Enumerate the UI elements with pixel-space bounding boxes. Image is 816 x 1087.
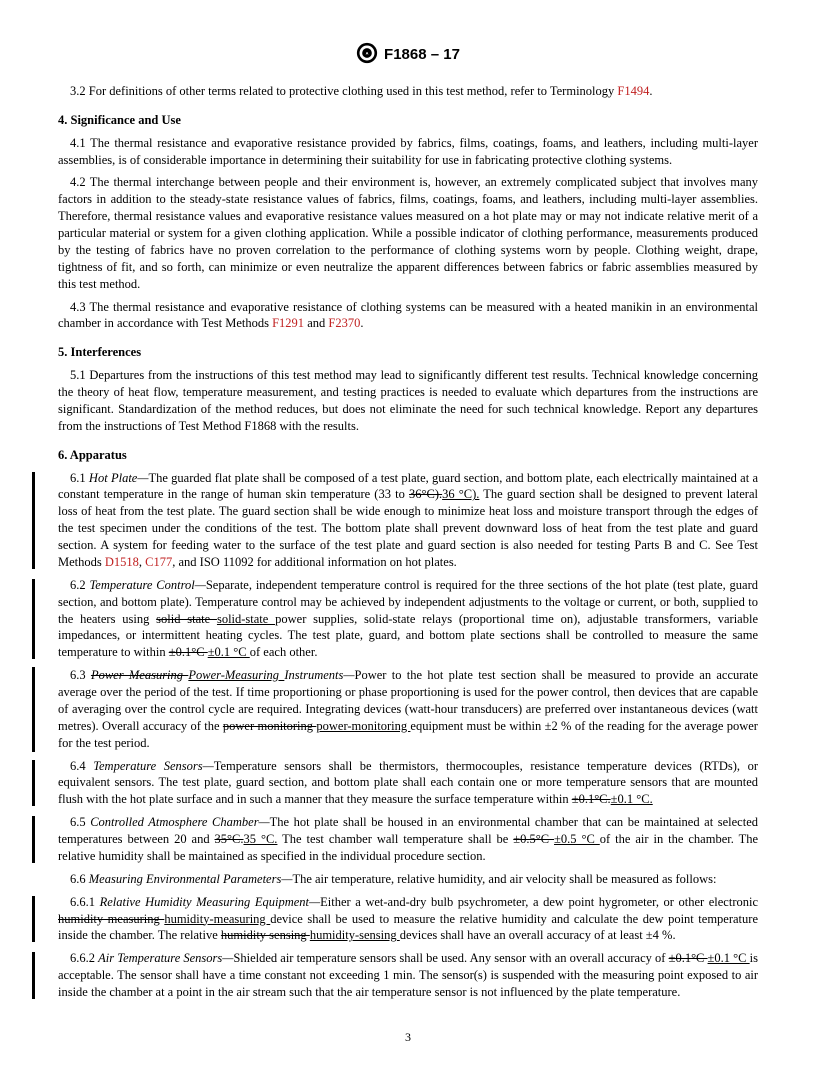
text: and [304, 316, 328, 330]
text: The test chamber wall temperature shall … [277, 832, 513, 846]
text: 6.3 [70, 668, 91, 682]
text: 3.2 For definitions of other terms relat… [70, 84, 617, 98]
text: 6.4 [70, 759, 93, 773]
para-6-6-2: 6.6.2 Air Temperature Sensors—Shielded a… [58, 950, 758, 1001]
text: . [360, 316, 363, 330]
inserted-text: ±0.1 °C. [611, 792, 653, 806]
deleted-text: solid state [156, 612, 217, 626]
standard-number: F1868 – 17 [384, 45, 460, 65]
ref-c177: C177 [145, 555, 172, 569]
text: 6.6.2 [70, 951, 98, 965]
deleted-text: power monitoring [223, 719, 316, 733]
text: . [649, 84, 652, 98]
deleted-text: humidity measuring [58, 912, 164, 926]
term: Measuring Environmental Parameters— [89, 872, 293, 886]
text: devices shall have an overall accuracy o… [400, 928, 676, 942]
para-3-2: 3.2 For definitions of other terms relat… [58, 83, 758, 100]
para-5-1: 5.1 Departures from the instructions of … [58, 367, 758, 435]
para-6-3: 6.3 Power Measuring Power-Measuring Inst… [58, 667, 758, 751]
deleted-text: ±0.1°C. [572, 792, 611, 806]
heading-6: 6. Apparatus [58, 447, 758, 464]
para-6-2: 6.2 Temperature Control—Separate, indepe… [58, 577, 758, 661]
page-header: A F1868 – 17 [58, 42, 758, 69]
deleted-text: 35°C. [215, 832, 244, 846]
inserted-text: ±0.1 °C [208, 645, 250, 659]
term: Relative Humidity Measuring Equipment— [100, 895, 321, 909]
ref-d1518: D1518 [105, 555, 139, 569]
svg-text:A: A [366, 50, 369, 55]
term: Hot Plate— [89, 471, 149, 485]
text: 6.5 [70, 815, 90, 829]
inserted-text: 35 °C. [244, 832, 278, 846]
text: of each other. [250, 645, 318, 659]
inserted-text: ±0.1 °C [708, 951, 750, 965]
para-4-1: 4.1 The thermal resistance and evaporati… [58, 135, 758, 169]
inserted-text: 36 °C). [442, 487, 479, 501]
inserted-text: ±0.5 °C [554, 832, 600, 846]
heading-5: 5. Interferences [58, 344, 758, 361]
term: Air Temperature Sensors— [98, 951, 233, 965]
para-6-6: 6.6 Measuring Environmental Parameters—T… [58, 871, 758, 888]
text: 4.3 The thermal resistance and evaporati… [58, 300, 758, 331]
heading-4: 4. Significance and Use [58, 112, 758, 129]
ref-f2370: F2370 [328, 316, 360, 330]
deleted-text: humidity sensing [221, 928, 310, 942]
para-4-2: 4.2 The thermal interchange between peop… [58, 174, 758, 292]
text: Either a wet-and-dry bulb psychrometer, … [320, 895, 758, 909]
text: , and ISO 11092 for additional informati… [172, 555, 457, 569]
para-6-4: 6.4 Temperature Sensors—Temperature sens… [58, 758, 758, 809]
inserted-text: power-monitoring [316, 719, 410, 733]
text: The air temperature, relative humidity, … [292, 872, 716, 886]
astm-logo-icon: A [356, 42, 378, 69]
term: Temperature Control— [89, 578, 205, 592]
para-6-1: 6.1 Hot Plate—The guarded flat plate sha… [58, 470, 758, 571]
inserted-text: humidity-measuring [164, 912, 270, 926]
deleted-text: ±0.1°C [669, 951, 708, 965]
term: Instruments— [284, 668, 354, 682]
text: Shielded air temperature sensors shall b… [233, 951, 668, 965]
text: 6.6.1 [70, 895, 100, 909]
deleted-text: ±0.5°C [513, 832, 554, 846]
ref-f1494: F1494 [617, 84, 649, 98]
deleted-text: ±0.1°C [169, 645, 208, 659]
text: 6.1 [70, 471, 89, 485]
para-6-5: 6.5 Controlled Atmosphere Chamber—The ho… [58, 814, 758, 865]
term: Temperature Sensors— [93, 759, 214, 773]
deleted-term: Power Measuring [91, 668, 188, 682]
text: 6.2 [70, 578, 89, 592]
inserted-text: solid-state [217, 612, 275, 626]
inserted-term: Power-Measuring [188, 668, 284, 682]
para-4-3: 4.3 The thermal resistance and evaporati… [58, 299, 758, 333]
deleted-text: 36°C). [409, 487, 442, 501]
text: 6.6 [70, 872, 89, 886]
inserted-text: humidity-sensing [310, 928, 400, 942]
ref-f1291: F1291 [272, 316, 304, 330]
page-number: 3 [58, 1029, 758, 1045]
term: Controlled Atmosphere Chamber— [90, 815, 269, 829]
para-6-6-1: 6.6.1 Relative Humidity Measuring Equipm… [58, 894, 758, 945]
